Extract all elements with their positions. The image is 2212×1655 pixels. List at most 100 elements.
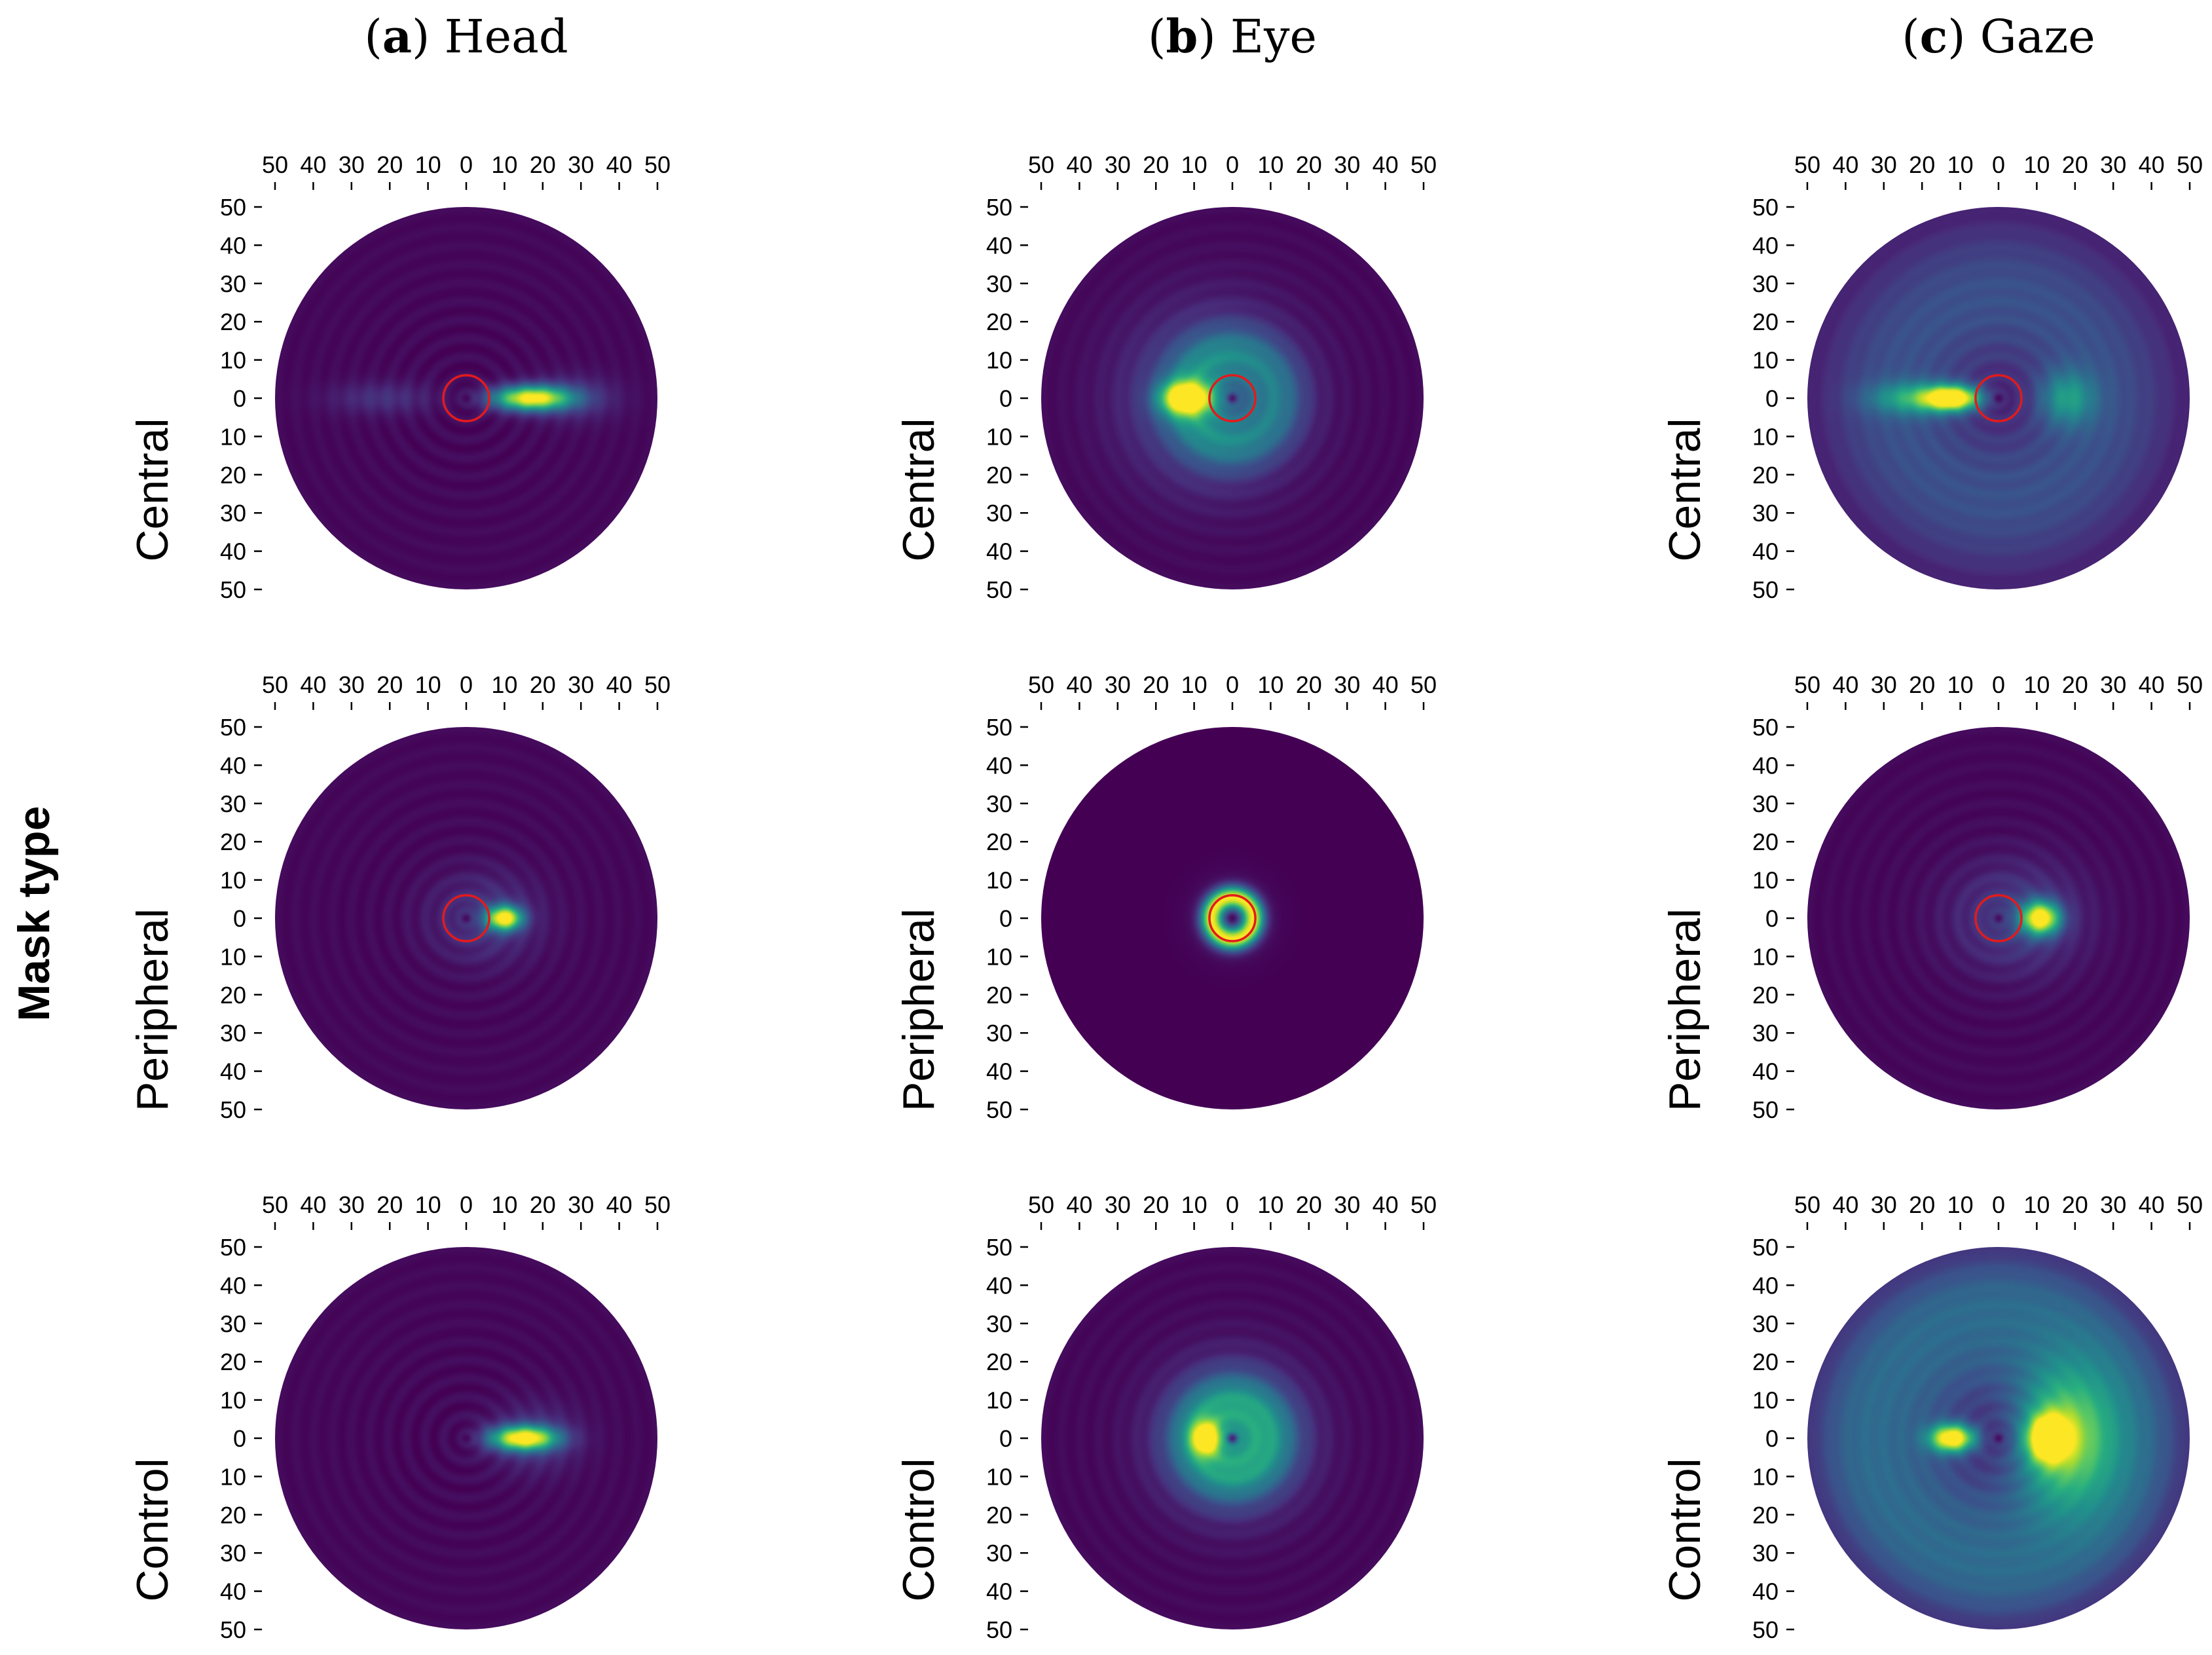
y-tick-label: 0 xyxy=(1765,385,1779,412)
x-tick-label: 40 xyxy=(300,151,326,178)
x-tick-label: 50 xyxy=(1794,151,1820,178)
y-tick-label: 40 xyxy=(986,232,1012,259)
y-tick-label: 40 xyxy=(986,1058,1012,1085)
x-tick-label: 30 xyxy=(1105,151,1131,178)
y-tick-label: 30 xyxy=(1752,270,1779,297)
x-tick-label: 30 xyxy=(568,1191,594,1218)
x-tick-label: 30 xyxy=(339,151,365,178)
x-tick-label: 40 xyxy=(1832,151,1858,178)
x-tick-label: 30 xyxy=(568,151,594,178)
y-tick-label: 40 xyxy=(1752,1578,1779,1605)
y-tick-label: 50 xyxy=(1752,1616,1779,1643)
row-label-central: Central xyxy=(128,418,177,561)
x-tick-label: 0 xyxy=(460,671,473,698)
x-tick-label: 10 xyxy=(2023,671,2050,698)
y-tick-label: 20 xyxy=(1752,828,1779,855)
y-tick-label: 20 xyxy=(1752,982,1779,1009)
y-tick-label: 40 xyxy=(1752,1272,1779,1299)
x-tick-label: 20 xyxy=(530,1191,556,1218)
y-tick-label: 0 xyxy=(233,1425,246,1452)
x-tick-label: 10 xyxy=(1257,1191,1283,1218)
y-tick-label: 30 xyxy=(1752,790,1779,817)
y-tick-label: 50 xyxy=(986,1616,1012,1643)
x-tick-label: 40 xyxy=(606,1191,633,1218)
y-tick-label: 20 xyxy=(986,1502,1012,1529)
panel-central-head: 50 40 30 20 10 0 10 20 30 40 50 50 40 30 20 10 0 10 20 30 40… xyxy=(128,151,671,603)
x-tick-label: 0 xyxy=(1226,151,1239,178)
x-tick-label: 20 xyxy=(1909,671,1935,698)
x-tick-label: 50 xyxy=(1410,671,1437,698)
y-tick-label: 20 xyxy=(986,462,1012,489)
x-tick-label: 10 xyxy=(491,1191,517,1218)
x-tick-label: 30 xyxy=(1871,151,1897,178)
y-tick-label: 50 xyxy=(1752,194,1779,221)
heatmap xyxy=(275,727,657,1109)
x-tick-label: 20 xyxy=(377,151,403,178)
y-tick-label: 10 xyxy=(1752,347,1779,374)
x-tick-label: 0 xyxy=(1226,671,1239,698)
x-tick-label: 50 xyxy=(644,151,671,178)
y-tick-label: 10 xyxy=(220,943,246,970)
y-tick-label: 50 xyxy=(220,576,246,603)
x-tick-label: 10 xyxy=(491,151,517,178)
heatmap xyxy=(1041,727,1424,1109)
x-tick-label: 20 xyxy=(1143,1191,1169,1218)
x-tick-label: 30 xyxy=(2100,1191,2126,1218)
y-tick-label: 50 xyxy=(220,714,246,741)
x-tick-label: 30 xyxy=(2100,671,2126,698)
x-tick-label: 20 xyxy=(2062,671,2088,698)
y-tick-label: 20 xyxy=(986,1348,1012,1375)
x-tick-label: 20 xyxy=(377,671,403,698)
y-tick-label: 50 xyxy=(986,714,1012,741)
y-tick-label: 30 xyxy=(1752,1540,1779,1567)
x-tick-label: 30 xyxy=(568,671,594,698)
x-tick-label: 40 xyxy=(1066,671,1092,698)
y-tick-label: 20 xyxy=(220,1348,246,1375)
y-tick-label: 10 xyxy=(986,1387,1012,1414)
x-tick-label: 10 xyxy=(1181,671,1207,698)
x-tick-label: 40 xyxy=(1066,151,1092,178)
x-tick-label: 0 xyxy=(460,151,473,178)
y-tick-label: 10 xyxy=(986,867,1012,894)
y-tick-label: 40 xyxy=(220,1272,246,1299)
mask-region-marker xyxy=(1208,894,1257,942)
x-tick-label: 40 xyxy=(606,151,633,178)
y-tick-label: 50 xyxy=(1752,1096,1779,1123)
y-tick-label: 10 xyxy=(1752,1387,1779,1414)
x-tick-label: 50 xyxy=(2177,151,2203,178)
heatmap xyxy=(1041,207,1424,589)
y-tick-label: 30 xyxy=(1752,1020,1779,1047)
y-tick-label: 40 xyxy=(1752,232,1779,259)
heatmap xyxy=(1807,1247,2190,1629)
y-tick-label: 50 xyxy=(986,576,1012,603)
panel-control-head: 50 40 30 20 10 0 10 20 30 40 50 50 40 30 20 10 0 10 20 30 40… xyxy=(128,1191,671,1643)
y-tick-label: 50 xyxy=(220,1234,246,1261)
y-tick-label: 50 xyxy=(1752,714,1779,741)
y-tick-label: 40 xyxy=(986,1578,1012,1605)
x-tick-label: 20 xyxy=(2062,151,2088,178)
x-tick-label: 20 xyxy=(1909,151,1935,178)
figure-ylabel: Mask type xyxy=(9,806,59,1022)
y-tick-label: 30 xyxy=(220,1540,246,1567)
x-tick-label: 40 xyxy=(1832,1191,1858,1218)
row-label-control: Control xyxy=(128,1458,177,1601)
x-tick-label: 0 xyxy=(1992,1191,2005,1218)
y-tick-label: 50 xyxy=(1752,1234,1779,1261)
x-tick-label: 30 xyxy=(2100,151,2126,178)
y-tick-label: 50 xyxy=(986,1096,1012,1123)
y-tick-label: 40 xyxy=(220,1578,246,1605)
x-tick-label: 50 xyxy=(2177,1191,2203,1218)
panel-peripheral-gaze: 50 40 30 20 10 0 10 20 30 40 50 50 40 30 20 10 0 10 20 30 40… xyxy=(1660,671,2203,1123)
y-tick-label: 0 xyxy=(999,905,1012,932)
x-tick-label: 10 xyxy=(1181,1191,1207,1218)
y-tick-label: 40 xyxy=(986,752,1012,779)
x-tick-label: 0 xyxy=(460,1191,473,1218)
x-tick-label: 50 xyxy=(1028,151,1054,178)
x-tick-label: 20 xyxy=(1296,1191,1322,1218)
x-tick-label: 10 xyxy=(1257,151,1283,178)
y-tick-label: 50 xyxy=(986,194,1012,221)
x-tick-label: 20 xyxy=(530,151,556,178)
heatmap xyxy=(1807,727,2190,1109)
x-tick-label: 20 xyxy=(2062,1191,2088,1218)
row-label-peripheral: Peripheral xyxy=(894,908,944,1111)
